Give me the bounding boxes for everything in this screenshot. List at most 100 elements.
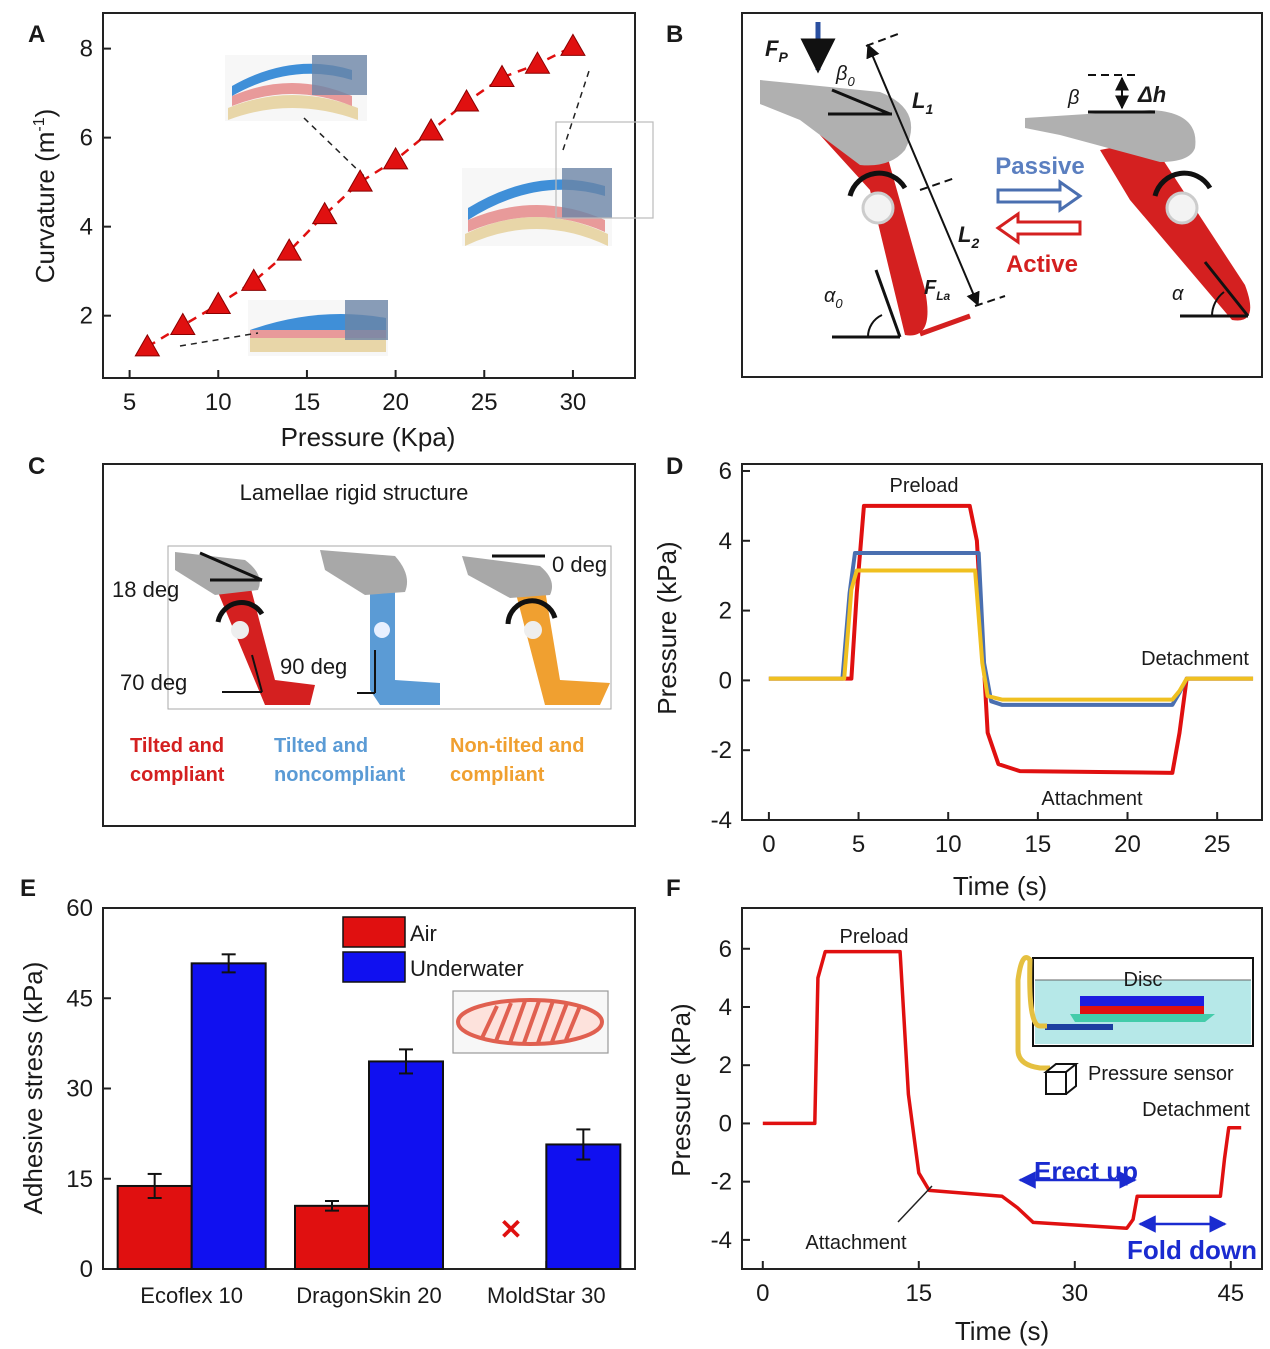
active-arrow <box>995 211 1082 245</box>
panel-a-chart: 5 10 15 20 25 30 2 4 6 8 Pressure (Kpa) <box>30 12 654 452</box>
caption-tilted-noncompliant-2: noncompliant <box>274 764 405 786</box>
angle-side <box>874 269 902 338</box>
y-tick-label: 8 <box>80 36 93 63</box>
legend-label-underwater: Underwater <box>410 956 524 981</box>
angle-label-90: 90 deg <box>280 654 347 679</box>
pivot-joint-right <box>1165 191 1199 225</box>
inset-disc-label: Disc <box>1124 969 1163 991</box>
bar <box>368 1060 444 1271</box>
label-l1: L1 <box>912 88 933 117</box>
inset-sensor-label: Pressure sensor <box>1088 1063 1234 1085</box>
zoom-box <box>555 121 654 219</box>
data-point <box>489 64 515 88</box>
annotation-detachment: Detachment <box>1141 648 1249 670</box>
legend: Air Underwater <box>342 916 524 983</box>
x-tick-label: 5 <box>852 831 865 858</box>
dimension-tick <box>865 33 899 47</box>
dimension-tick <box>974 295 1006 307</box>
passive-label: Passive <box>995 153 1084 180</box>
legend-swatch-underwater <box>342 951 406 983</box>
y-axis-label: Adhesive stress (kPa) <box>18 962 48 1215</box>
x-axis-label: Pressure (Kpa) <box>281 422 456 452</box>
bar <box>190 962 267 1270</box>
category-label: Ecoflex 10 <box>140 1283 243 1308</box>
leader-line <box>303 117 367 179</box>
force-arrow-fla <box>919 313 971 337</box>
series-line <box>768 503 1254 775</box>
annotation-preload: Preload <box>840 926 909 948</box>
dimension-tick <box>919 177 956 191</box>
x-tick-label: 10 <box>205 389 232 416</box>
angle-arc-right <box>1211 291 1225 317</box>
panel-b-diagram: FP β0 L1 L2 α0 FLa Passive Active β Δh α <box>741 12 1263 378</box>
label-beta: β <box>1067 87 1079 109</box>
annotation-preload: Preload <box>890 475 959 497</box>
plot-frame <box>102 12 636 379</box>
caption-nontilted-compliant-2: compliant <box>450 764 545 786</box>
y-tick-label: 4 <box>80 214 93 241</box>
x-tick-label: 0 <box>756 1280 769 1307</box>
leader-line <box>179 332 259 347</box>
annotation-attachment: Attachment <box>1041 788 1143 810</box>
y-tick-label: -4 <box>711 807 732 834</box>
y-tick-label: 0 <box>719 1110 732 1137</box>
y-tick-label: -2 <box>711 1169 732 1196</box>
panel-letter-e: E <box>20 875 36 902</box>
data-point <box>418 117 444 141</box>
y-axis-label: Pressure (kPa) <box>666 1003 696 1176</box>
panel-letter-f: F <box>666 875 681 902</box>
lamella-nontilted-compliant <box>462 554 610 705</box>
leader-line <box>562 67 591 151</box>
y-tick-label: -2 <box>711 737 732 764</box>
angle-label-70: 70 deg <box>120 670 187 695</box>
caption-tilted-compliant-2: compliant <box>130 764 225 786</box>
data-point <box>134 333 161 357</box>
x-tick-label: 15 <box>905 1280 932 1307</box>
angle-label-0: 0 deg <box>552 552 607 577</box>
image-frame <box>167 545 612 710</box>
label-l2: L2 <box>958 222 979 251</box>
y-axis-label: Curvature (m-1) <box>30 109 60 284</box>
gripper-photo-mid <box>462 168 612 246</box>
series-line <box>768 551 1254 707</box>
x-tick-label: 15 <box>1025 831 1052 858</box>
x-tick-label: 5 <box>123 389 136 416</box>
bar <box>294 1204 370 1270</box>
attachment-leader <box>897 1185 933 1223</box>
annotation-attachment: Attachment <box>805 1232 907 1254</box>
panel-letter-a: A <box>28 21 45 48</box>
y-tick-label: 45 <box>66 985 93 1012</box>
label-alpha0: α0 <box>824 285 843 311</box>
data-point <box>205 291 232 315</box>
caption-tilted-noncompliant-1: Tilted and <box>274 735 368 757</box>
y-tick-label: 2 <box>719 598 732 625</box>
passive-arrow <box>996 179 1083 213</box>
y-tick-label: 0 <box>719 667 732 694</box>
panel-letter-c: C <box>28 453 45 480</box>
setup-inset <box>1015 955 1254 1095</box>
pivot-joint <box>861 191 895 225</box>
plot-frame <box>741 907 1263 1270</box>
label-alpha: α <box>1172 283 1184 305</box>
angle-side-right <box>1203 261 1250 317</box>
x-tick-label: 0 <box>762 831 775 858</box>
lamella-tilted-compliant <box>175 551 315 705</box>
x-axis-label: Time (s) <box>955 1316 1049 1346</box>
bar <box>116 1184 193 1270</box>
x-tick-label: 20 <box>1114 831 1141 858</box>
annotation-detachment: Detachment <box>1142 1099 1250 1121</box>
panel-letter-d: D <box>666 453 683 480</box>
caption-nontilted-compliant-1: Non-tilted and <box>450 735 584 757</box>
data-point <box>453 89 480 112</box>
panel-c-diagram: Lamellae rigid structure <box>102 463 636 827</box>
category-label: MoldStar 30 <box>487 1283 606 1308</box>
diagram-frame <box>741 12 1263 378</box>
panel-d-chart: 0 5 10 15 20 25 -4 -2 0 2 4 6 Preload Detachment At… <box>652 458 1263 901</box>
data-point <box>276 238 303 261</box>
annotation-erect-up: Erect up <box>1034 1156 1138 1186</box>
y-axis-label: Pressure (kPa) <box>652 541 682 714</box>
lamella-head-right <box>1025 110 1196 162</box>
data-point <box>311 201 338 225</box>
lamella-tilted-noncompliant <box>320 550 440 705</box>
active-label: Active <box>1006 251 1078 278</box>
